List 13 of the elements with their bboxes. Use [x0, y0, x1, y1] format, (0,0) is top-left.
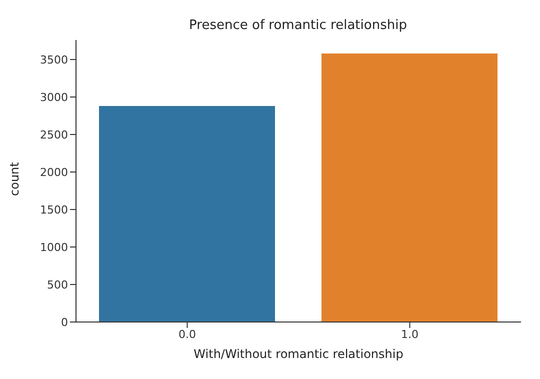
- x-tick-label: 1.0: [401, 328, 418, 341]
- y-tick-label: 3500: [40, 53, 68, 66]
- y-tick-label: 500: [47, 278, 68, 292]
- y-tick-label: 0: [61, 316, 68, 329]
- y-tick-label: 2500: [40, 128, 68, 142]
- x-axis-title: With/Without romantic relationship: [194, 347, 404, 361]
- y-tick-label: 1500: [40, 203, 68, 216]
- chart-title: Presence of romantic relationship: [188, 18, 408, 33]
- y-axis-title: count: [7, 162, 22, 196]
- y-tick-label: 2000: [40, 166, 68, 179]
- x-tick-label: 0.0: [178, 328, 196, 341]
- y-tick-label: 1000: [40, 240, 68, 254]
- y-tick-label: 3000: [40, 90, 68, 104]
